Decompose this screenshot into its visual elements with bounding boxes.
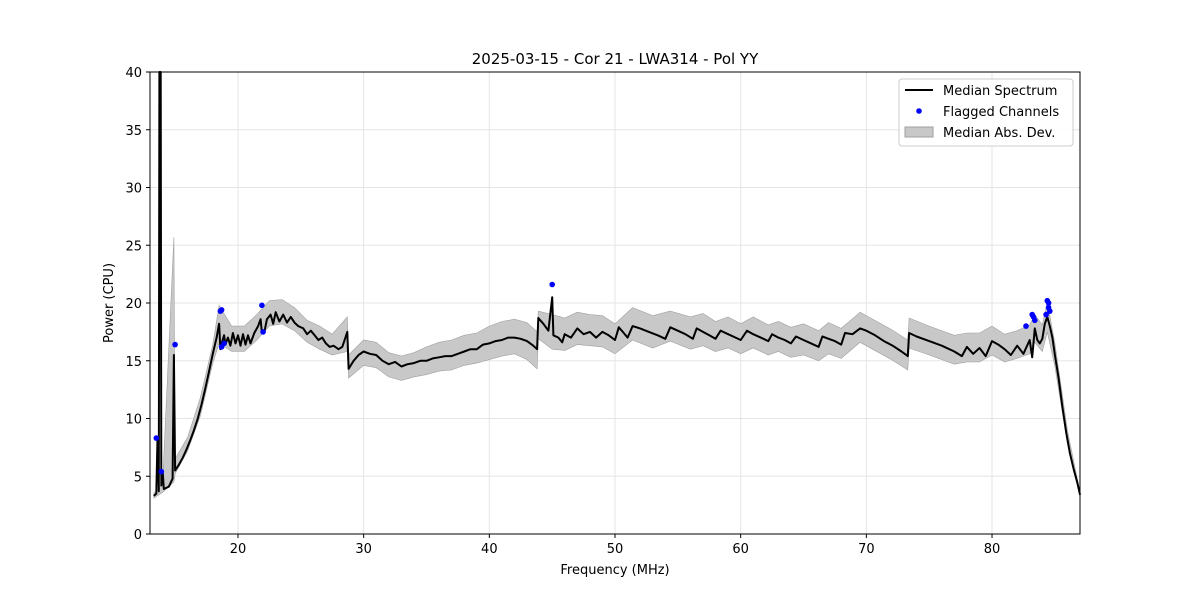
- flagged-channel-point: [1043, 311, 1049, 318]
- flagged-channel-point: [259, 302, 265, 309]
- chart-title: 2025-03-15 - Cor 21 - LWA314 - Pol YY: [472, 50, 759, 68]
- x-tick-label: 70: [858, 542, 875, 557]
- x-tick-label: 50: [607, 542, 624, 557]
- x-axis-ticks: 20 30 40 50 60 70 80: [230, 534, 1001, 557]
- flagged-channel-point: [1047, 308, 1053, 314]
- y-tick-label: 30: [125, 182, 142, 197]
- flagged-channel-point: [218, 307, 225, 313]
- x-axis-label: Frequency (MHz): [560, 563, 669, 578]
- legend-mad-swatch: [904, 126, 934, 138]
- flagged-points-layer: [153, 281, 1053, 475]
- legend-flagged-label: Flagged Channels: [943, 105, 1059, 120]
- x-tick-label: 60: [732, 542, 749, 557]
- legend: Median Spectrum Flagged Channels Median …: [898, 78, 1074, 147]
- y-tick-label: 25: [125, 239, 142, 254]
- plot-area: [149, 71, 1081, 535]
- legend-median-label: Median Spectrum: [943, 84, 1057, 99]
- legend-flagged-swatch: [916, 108, 922, 114]
- flagged-channel-point: [1023, 323, 1029, 329]
- legend-box: [898, 78, 1074, 147]
- x-tick-label: 40: [481, 542, 498, 557]
- flagged-channel-point: [1045, 300, 1052, 306]
- y-tick-label: 40: [125, 66, 142, 81]
- flagged-channel-point: [172, 341, 178, 348]
- y-tick-label: 15: [125, 355, 142, 370]
- y-axis-label: Power (CPU): [102, 263, 117, 343]
- flagged-channel-point: [221, 340, 227, 347]
- x-tick-label: 20: [230, 542, 247, 557]
- y-axis-ticks: 0 5 10 15 20 25 30 35 40: [125, 66, 150, 543]
- y-tick-label: 0: [134, 528, 142, 543]
- flagged-channel-point: [260, 329, 266, 335]
- flagged-channel-point: [549, 281, 555, 288]
- x-tick-label: 30: [355, 542, 372, 557]
- legend-mad-label: Median Abs. Dev.: [943, 126, 1055, 141]
- median-spectrum-line: [153, 71, 1081, 497]
- y-tick-label: 20: [125, 297, 142, 312]
- y-tick-label: 5: [134, 470, 142, 485]
- flagged-channel-point: [1032, 317, 1038, 324]
- y-tick-label: 10: [125, 413, 142, 428]
- flagged-channel-point: [158, 468, 165, 475]
- flagged-channel-point: [153, 435, 160, 441]
- y-tick-label: 35: [125, 124, 142, 139]
- median-line-layer: [153, 71, 1081, 497]
- x-tick-label: 80: [984, 542, 1001, 557]
